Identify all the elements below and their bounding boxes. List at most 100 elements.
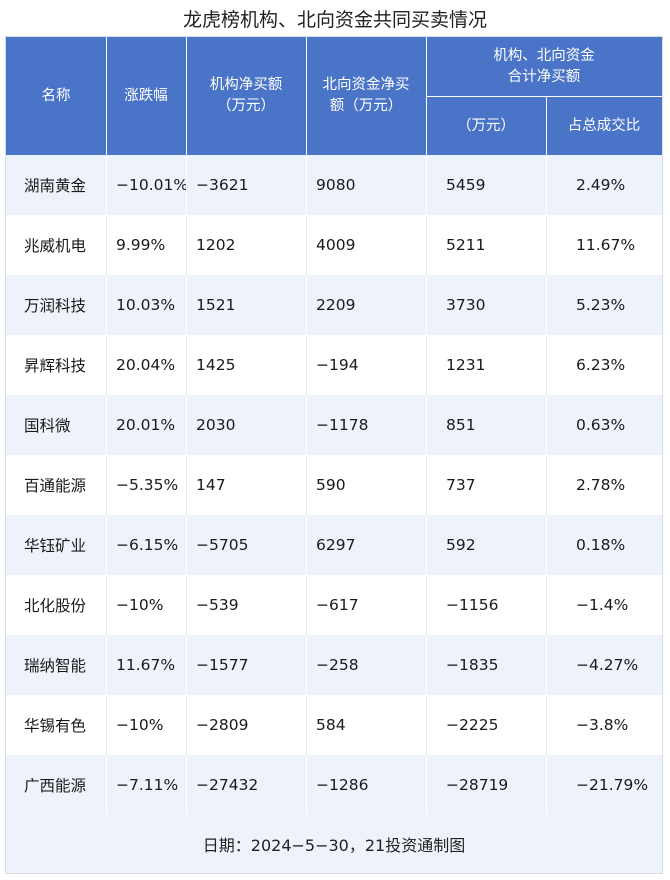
cell-divider: [546, 695, 547, 755]
cell-change: −7.11%: [116, 776, 179, 794]
cell-divider: [306, 455, 307, 515]
cell-ratio: 2.78%: [576, 476, 626, 494]
cell-name: 百通能源: [24, 477, 87, 495]
table-row: 瑞纳智能 11.67% −1577 −258 −1835 −4.27%: [6, 635, 662, 695]
header-north-line1: 北向资金净买: [322, 77, 410, 93]
cell-north: 590: [316, 476, 346, 494]
cell-north: −1286: [316, 776, 369, 794]
cell-north: −617: [316, 596, 359, 614]
cell-divider: [186, 755, 187, 815]
cell-change: 11.67%: [116, 656, 176, 674]
cell-name: 广西能源: [24, 777, 87, 795]
header-divider: [186, 37, 187, 155]
cell-north: −1178: [316, 416, 369, 434]
cell-combined: 592: [446, 536, 476, 554]
cell-divider: [106, 635, 107, 695]
cell-inst: −2809: [196, 716, 249, 734]
cell-name: 兆威机电: [24, 237, 87, 255]
header-change: 涨跌幅: [124, 87, 168, 104]
cell-divider: [426, 215, 427, 275]
cell-divider: [426, 635, 427, 695]
cell-inst: −1577: [196, 656, 249, 674]
cell-divider: [186, 155, 187, 215]
cell-divider: [306, 275, 307, 335]
cell-name: 昇辉科技: [24, 357, 87, 375]
table-row: 华锡有色 −10% −2809 584 −2225 −3.8%: [6, 695, 662, 755]
cell-divider: [106, 335, 107, 395]
cell-combined: 5459: [446, 176, 486, 194]
cell-ratio: 11.67%: [576, 236, 636, 254]
cell-change: −6.15%: [116, 536, 179, 554]
cell-divider: [426, 275, 427, 335]
cell-divider: [186, 515, 187, 575]
cell-divider: [186, 455, 187, 515]
cell-name: 华钰矿业: [24, 537, 87, 555]
cell-divider: [546, 335, 547, 395]
cell-combined: −1835: [446, 656, 499, 674]
cell-divider: [106, 455, 107, 515]
cell-divider: [306, 335, 307, 395]
cell-inst: −3621: [196, 176, 249, 194]
cell-inst: −5705: [196, 536, 249, 554]
cell-north: −258: [316, 656, 359, 674]
cell-divider: [306, 215, 307, 275]
cell-divider: [426, 155, 427, 215]
chart-title: 龙虎榜机构、北向资金共同买卖情况: [182, 9, 487, 31]
header-group-line2: 合计净买额: [507, 69, 581, 85]
data-table: 名称 涨跌幅 机构净买额 （万元） 北向资金净买 额（万元） 机构、北向资金 合…: [5, 36, 663, 874]
cell-ratio: 0.18%: [576, 536, 626, 554]
cell-divider: [546, 635, 547, 695]
cell-divider: [306, 635, 307, 695]
cell-change: −5.35%: [116, 476, 179, 494]
cell-inst: 147: [196, 476, 226, 494]
cell-divider: [186, 695, 187, 755]
cell-ratio: −21.79%: [576, 776, 649, 794]
cell-north: 2209: [316, 296, 356, 314]
cell-divider: [546, 215, 547, 275]
cell-north: 6297: [316, 536, 356, 554]
cell-name: 湖南黄金: [24, 177, 87, 195]
cell-combined: −1156: [446, 596, 499, 614]
cell-combined: 5211: [446, 236, 486, 254]
table-row: 昇辉科技 20.04% 1425 −194 1231 6.23%: [6, 335, 662, 395]
header-divider: [546, 97, 547, 155]
cell-divider: [426, 395, 427, 455]
cell-combined: 851: [446, 416, 476, 434]
cell-ratio: 0.63%: [576, 416, 626, 434]
cell-change: 9.99%: [116, 236, 166, 254]
header-inst: 机构净买额 （万元）: [186, 37, 306, 155]
cell-divider: [426, 755, 427, 815]
cell-divider: [186, 335, 187, 395]
cell-divider: [106, 215, 107, 275]
header-north-line2: 额（万元）: [329, 98, 403, 114]
cell-ratio: 6.23%: [576, 356, 626, 374]
header-combined: （万元）: [457, 117, 515, 134]
cell-divider: [186, 575, 187, 635]
cell-combined: 1231: [446, 356, 486, 374]
cell-combined: −28719: [446, 776, 509, 794]
cell-name: 国科微: [24, 417, 71, 435]
cell-divider: [106, 695, 107, 755]
cell-divider: [306, 575, 307, 635]
header-divider: [306, 37, 307, 155]
cell-divider: [306, 695, 307, 755]
cell-inst: 1202: [196, 236, 236, 254]
cell-divider: [106, 275, 107, 335]
cell-inst: 2030: [196, 416, 236, 434]
cell-divider: [186, 635, 187, 695]
header-north: 北向资金净买 额（万元）: [306, 37, 426, 155]
cell-divider: [106, 515, 107, 575]
header-ratio: 占总成交比: [567, 117, 641, 134]
cell-divider: [546, 275, 547, 335]
table-row: 湖南黄金 −10.01% −3621 9080 5459 2.49%: [6, 155, 662, 215]
cell-north: 584: [316, 716, 346, 734]
cell-name: 瑞纳智能: [24, 657, 87, 675]
cell-divider: [546, 395, 547, 455]
cell-divider: [546, 515, 547, 575]
table-row: 广西能源 −7.11% −27432 −1286 −28719 −21.79%: [6, 755, 662, 815]
header-divider: [426, 96, 662, 97]
header-group-line1: 机构、北向资金: [493, 48, 595, 64]
cell-combined: −2225: [446, 716, 499, 734]
cell-divider: [306, 515, 307, 575]
cell-divider: [546, 155, 547, 215]
